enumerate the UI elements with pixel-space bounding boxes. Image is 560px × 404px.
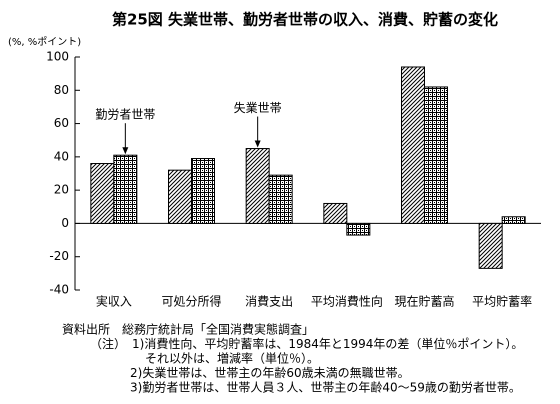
- note: それ以外は、増減率（単位％）。: [145, 351, 319, 366]
- y-tick-label: 60: [54, 116, 69, 130]
- note: （注） 1)消費性向、平均貯蓄率は、1984年と1994年の差（単位％ポイント）…: [90, 336, 523, 351]
- y-tick-label: -40: [49, 283, 69, 297]
- x-tick-label: 実収入: [96, 294, 132, 309]
- annotation: 失業世帯: [234, 100, 282, 115]
- chart-title: 第25図 失業世帯、勤労者世帯の収入、消費、貯蓄の変化: [112, 11, 498, 29]
- bar: [478, 222, 503, 269]
- x-tick-label: 可処分所得: [161, 294, 221, 309]
- y-tick-label: 100: [46, 50, 69, 64]
- y-tick-label: -20: [49, 249, 69, 263]
- bar: [424, 86, 448, 224]
- y-tick-label: 40: [54, 149, 69, 163]
- annotation: 勤労者世帯: [95, 108, 155, 122]
- bar: [113, 154, 138, 224]
- x-tick-label: 平均消費性向: [311, 294, 383, 309]
- note: 資料出所 総務庁統計局「全国消費実態調査」: [62, 322, 314, 337]
- bar: [346, 222, 371, 236]
- bar: [401, 66, 425, 224]
- y-tick-label: 0: [61, 216, 69, 230]
- bar: [90, 163, 115, 224]
- bar: [323, 202, 348, 224]
- bar: [168, 169, 192, 224]
- x-tick-label: 現在貯蓄高: [394, 294, 454, 309]
- x-tick-label: 消費支出: [245, 294, 293, 309]
- note: 3)勤労者世帯は、世帯人員３人、世帯主の年齢40～59歳の勤労者世帯。: [130, 380, 521, 395]
- bar: [501, 216, 526, 224]
- bar: [268, 174, 293, 224]
- y-tick-label: 80: [54, 83, 69, 97]
- y-unit: (%, %ポイント): [8, 36, 81, 48]
- note: 2)失業世帯は、世帯主の年齢60歳未満の無職世帯。: [130, 365, 410, 380]
- y-tick-label: 20: [54, 183, 69, 197]
- bar: [245, 148, 270, 224]
- x-tick-label: 平均貯蓄率: [472, 294, 532, 309]
- annotation-arrowhead: [254, 140, 261, 148]
- bar: [191, 158, 215, 224]
- annotation-arrowhead: [122, 147, 129, 155]
